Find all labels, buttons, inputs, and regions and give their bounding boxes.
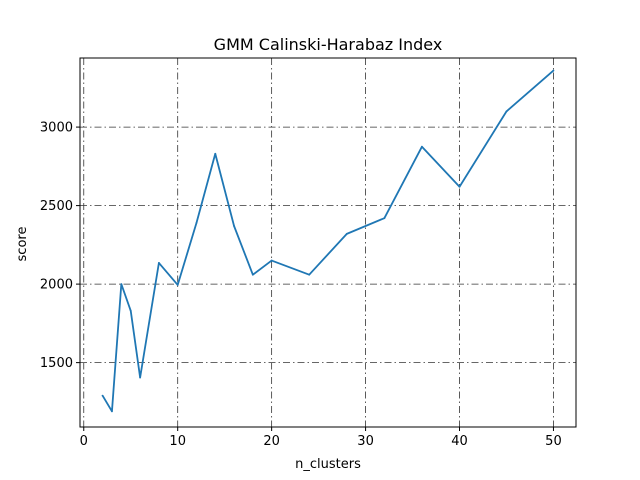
data-point	[129, 309, 132, 312]
data-point	[458, 185, 461, 188]
series-layer	[101, 69, 555, 413]
x-tick-label: 0	[80, 434, 88, 449]
data-point	[195, 221, 198, 224]
y-axis-label: score	[15, 227, 30, 262]
data-point	[233, 225, 235, 227]
x-tick-label: 50	[545, 434, 562, 449]
axes-frame	[79, 57, 577, 428]
x-tick-label: 20	[263, 434, 280, 449]
data-point	[101, 394, 104, 397]
data-point	[120, 283, 123, 286]
data-point	[552, 69, 555, 72]
data-point	[111, 410, 113, 413]
data-point	[139, 376, 142, 379]
data-point	[214, 152, 217, 155]
data-point	[505, 110, 508, 113]
data-point	[308, 273, 311, 276]
data-point	[251, 273, 254, 276]
y-tick-label: 2500	[40, 199, 73, 214]
data-point	[270, 259, 273, 262]
x-axis-label: n_clusters	[295, 457, 361, 472]
x-tick-label: 10	[169, 434, 186, 449]
y-tick-label: 3000	[40, 121, 73, 136]
data-point	[383, 217, 386, 220]
data-point	[345, 232, 348, 235]
data-point	[158, 262, 160, 264]
grid	[80, 58, 576, 427]
data-point	[421, 145, 423, 148]
y-tick-label: 2000	[40, 278, 73, 293]
y-tick-label: 1500	[40, 356, 73, 371]
x-tick-label: 30	[357, 434, 374, 449]
ticks: 0 10 20 30 40 50 1500 2000 2500 3000	[40, 121, 562, 449]
chart-title: GMM Calinski-Harabaz Index	[214, 35, 443, 54]
x-tick-label: 40	[451, 434, 468, 449]
data-point	[176, 283, 179, 286]
